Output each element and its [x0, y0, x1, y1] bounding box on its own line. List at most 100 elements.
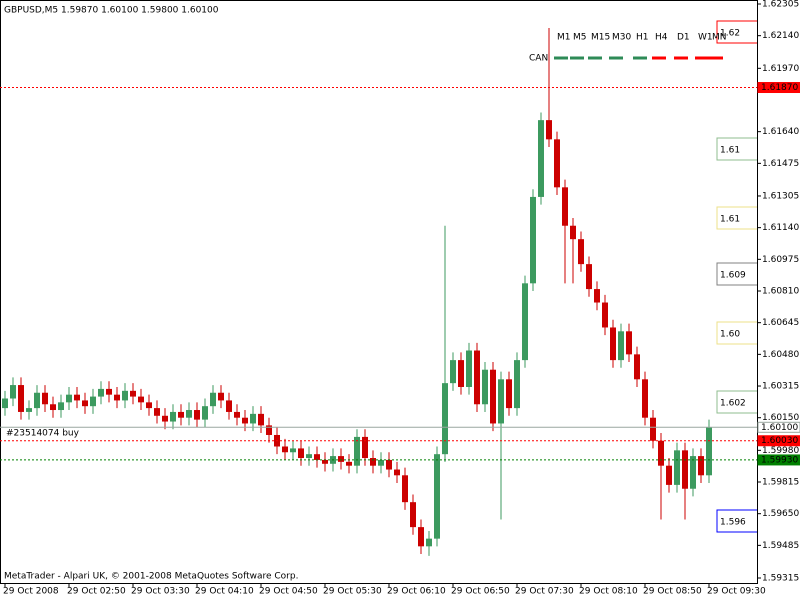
candle-body	[250, 413, 256, 424]
level-tag-label: 1.59930	[761, 455, 798, 465]
timeframe-label: MN	[712, 33, 727, 43]
candle-body	[354, 436, 360, 466]
order-label: #23514074 buy	[6, 429, 80, 439]
candle-body	[594, 289, 600, 303]
x-tick-label: 29 Oct 08:50	[643, 587, 702, 597]
candle-body	[442, 383, 448, 455]
y-tick-label: 1.60810	[762, 287, 799, 297]
y-tick-label: 1.60645	[762, 318, 799, 328]
candle-body	[506, 379, 512, 409]
y-tick-label: 1.59980	[762, 446, 799, 456]
timeframe-label: W1	[698, 33, 713, 43]
candle-body	[538, 120, 544, 197]
candle-body	[570, 225, 576, 240]
candle-body	[10, 385, 16, 399]
pivot-label: 1.61	[720, 215, 740, 225]
pivot-label: 1.60	[720, 330, 740, 340]
candle-body	[338, 456, 344, 462]
candle-body	[154, 408, 160, 416]
candle-body	[666, 465, 672, 485]
x-tick-label: 29 Oct 04:50	[259, 587, 318, 597]
y-tick-label: 1.62140	[762, 31, 799, 41]
candle-body	[498, 379, 504, 424]
candle-body	[426, 538, 432, 547]
candle-body	[314, 454, 320, 460]
candle-body	[602, 302, 608, 328]
candle-body	[402, 475, 408, 503]
candle-body	[546, 120, 552, 140]
candle-body	[50, 404, 56, 411]
pivot-box	[716, 137, 757, 161]
level-tag	[757, 421, 800, 433]
candle-body	[434, 454, 440, 539]
candle-body	[74, 394, 80, 401]
x-tick-label: 29 Oct 08:10	[579, 587, 638, 597]
x-tick-label: 29 Oct 2008	[3, 587, 59, 597]
candle-body	[90, 396, 96, 407]
candle-body	[626, 331, 632, 355]
timeframe-label: M5	[573, 33, 587, 43]
candle-body	[130, 390, 136, 397]
candle-body	[674, 450, 680, 485]
candle-body	[482, 369, 488, 405]
candle-body	[322, 459, 328, 464]
candle-body	[690, 456, 696, 489]
candle-body	[658, 440, 664, 466]
pivot-box	[716, 206, 757, 230]
candle-body	[554, 139, 560, 188]
x-tick-label: 29 Oct 09:30	[707, 587, 766, 597]
candle-body	[122, 390, 128, 401]
candle-body	[114, 394, 120, 401]
candle-body	[26, 408, 32, 412]
y-tick-label: 1.59815	[762, 478, 799, 488]
timeframe-label: M30	[612, 33, 631, 43]
y-tick-label: 1.60150	[762, 413, 799, 423]
candle-body	[378, 459, 384, 466]
candle-body	[698, 456, 704, 476]
candle-body	[98, 388, 104, 397]
y-tick-label: 1.60315	[762, 382, 799, 392]
candle-body	[58, 402, 64, 411]
y-tick-label: 1.61140	[762, 223, 799, 233]
candle-body	[578, 239, 584, 265]
candle-body	[634, 354, 640, 380]
timeframe-label: M15	[591, 33, 610, 43]
x-tick-label: 29 Oct 05:30	[323, 587, 382, 597]
y-tick-label: 1.62305	[762, 0, 799, 10]
pivot-label: 1.609	[720, 271, 746, 281]
candle-body	[66, 394, 72, 403]
pivot-label: 1.596	[720, 518, 746, 528]
candle-body	[146, 402, 152, 409]
candle-body	[194, 410, 200, 420]
level-tag	[757, 454, 800, 466]
plot: 1.62 1.61 1.61 1.609 1.60 1.602 1.596 M1 M5 M15 M3…	[0, 20, 757, 556]
y-tick-label: 1.59650	[762, 509, 799, 519]
pivot-box	[716, 390, 757, 414]
level-tag-label: 1.61870	[761, 83, 798, 93]
candle-body	[410, 502, 416, 528]
candle-body	[362, 436, 368, 459]
pivot-label: 1.602	[720, 399, 746, 409]
candle-body	[458, 360, 464, 387]
y-tick-label: 1.60975	[762, 255, 799, 265]
candle-body	[218, 392, 224, 401]
pivot-box	[716, 321, 757, 345]
candle-body	[514, 360, 520, 409]
y-tick-label: 1.59315	[762, 574, 799, 584]
chart-title: GBPUSD,M5 1.59870 1.60100 1.59800 1.6010…	[4, 6, 219, 16]
candle-body	[34, 392, 40, 409]
timeframe-label: H1	[636, 33, 649, 43]
candle-body	[202, 406, 208, 420]
x-tick-label: 29 Oct 02:50	[67, 587, 126, 597]
candle-body	[170, 411, 176, 422]
candle-body	[490, 369, 496, 424]
x-tick-label: 29 Oct 03:30	[131, 587, 190, 597]
pivot-label: 1.62	[720, 29, 740, 39]
candle-body	[682, 450, 688, 489]
footer: MetaTrader - Alpari UK, © 2001-2008 Meta…	[4, 572, 298, 582]
candle-body	[306, 454, 312, 459]
candle-body	[706, 427, 712, 476]
level-tag-label: 1.60100	[761, 423, 798, 433]
level-tag-label: 1.60030	[761, 436, 798, 446]
y-tick-label: 1.61475	[762, 159, 799, 169]
